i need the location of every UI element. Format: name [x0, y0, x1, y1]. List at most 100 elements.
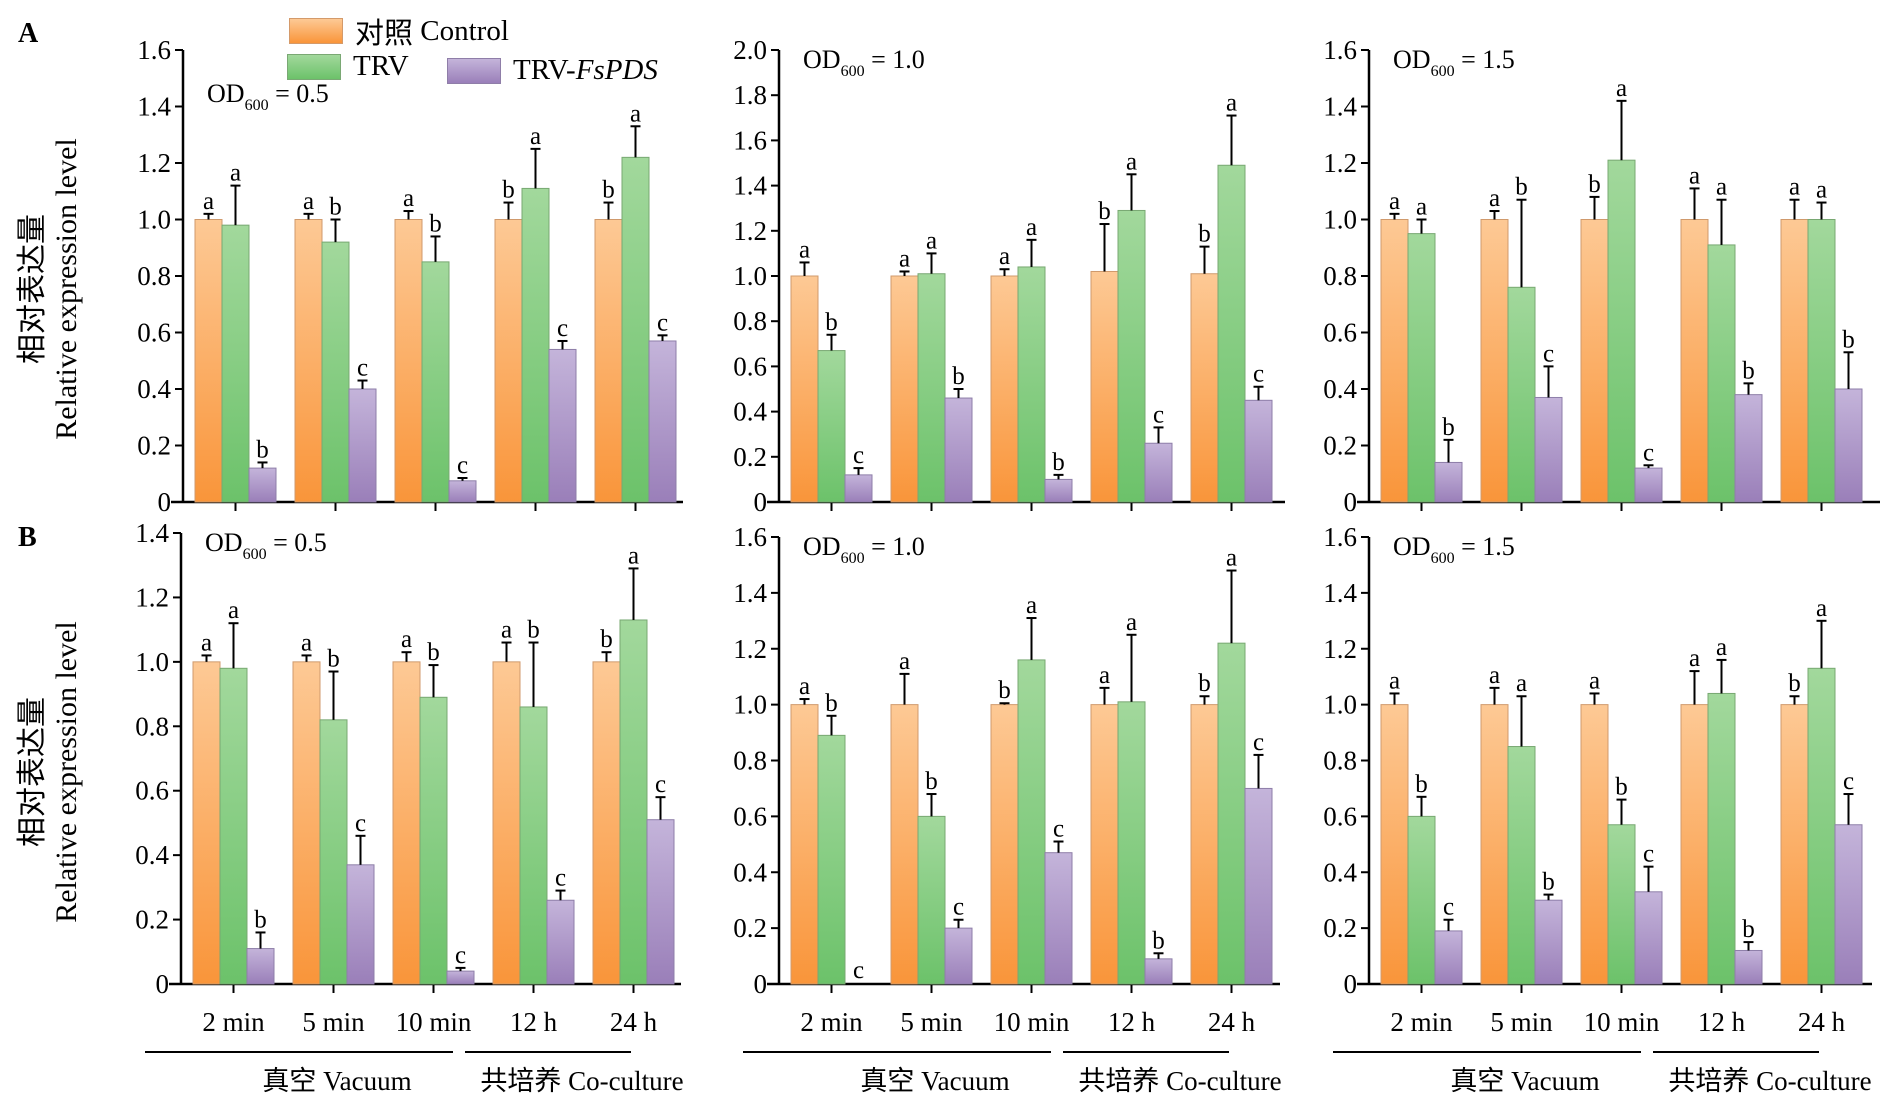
chart-panel-a-od-1-0: 0 0.2 0.4 0.6 0.8 1.0 1.2 1.4 1.6 1.8 2.0 OD600 = 1… — [733, 35, 1285, 517]
significance-letter: b — [1742, 916, 1755, 943]
od-annotation: OD600 = 1.0 — [803, 532, 925, 567]
significance-letter: a — [1589, 667, 1600, 694]
y-tick-label: 1.2 — [135, 582, 169, 612]
y-tick-label: 0.2 — [733, 913, 767, 943]
bar-control — [1480, 219, 1509, 503]
significance-letter: a — [1816, 595, 1827, 622]
significance-letter: a — [926, 227, 937, 254]
significance-letter: a — [1789, 174, 1800, 201]
y-tick-label: 1.0 — [1323, 205, 1357, 235]
significance-letter: a — [201, 629, 212, 656]
bar-control — [890, 704, 919, 985]
significance-letter: a — [899, 245, 910, 272]
significance-letter: a — [403, 185, 414, 212]
significance-letter: c — [357, 355, 368, 382]
x-tick-label: 12 h — [1698, 1007, 1746, 1037]
bar-trv — [1607, 824, 1636, 985]
bar-trv — [319, 719, 348, 985]
y-tick-label: 0.6 — [733, 801, 767, 831]
significance-letter: a — [1489, 662, 1500, 689]
significance-letter: c — [1253, 729, 1264, 756]
y-tick-label: 1.6 — [1323, 35, 1357, 65]
significance-letter: b — [254, 906, 267, 933]
significance-letter: b — [825, 309, 838, 336]
bar-trv — [917, 273, 946, 503]
y-tick-label: 0.8 — [135, 711, 169, 741]
significance-letter: b — [502, 177, 515, 204]
bar-trv — [1117, 701, 1146, 985]
significance-letter: a — [1099, 662, 1110, 689]
y-tick-label: 0.4 — [1323, 857, 1357, 887]
bar-trv-fspds — [1834, 824, 1863, 985]
significance-letter: a — [1389, 188, 1400, 215]
legend-label-control: Control — [420, 14, 509, 47]
x-tick-label: 2 min — [202, 1007, 265, 1037]
significance-letter: c — [355, 810, 366, 837]
significance-letter: c — [1843, 768, 1854, 795]
bar-trv — [1507, 746, 1536, 985]
legend-label-trv-fspds-italic: FsPDS — [575, 54, 658, 86]
bar-trv — [1707, 692, 1736, 985]
significance-letter: a — [799, 236, 810, 263]
significance-letter: b — [1542, 869, 1555, 896]
bar-trv — [619, 619, 648, 985]
od-label: OD — [1393, 532, 1431, 561]
significance-letter: a — [899, 648, 910, 675]
bar-control — [492, 661, 521, 985]
significance-letter: a — [1716, 174, 1727, 201]
significance-letter: b — [925, 768, 938, 795]
x-tick-label: 24 h — [1798, 1007, 1846, 1037]
y-tick-label: 0.6 — [1323, 318, 1357, 348]
y-tick-label: 0.4 — [135, 840, 169, 870]
significance-letter: a — [1689, 162, 1700, 189]
bar-trv — [1807, 667, 1836, 985]
x-tick-label: 24 h — [1208, 1007, 1256, 1037]
bar-control — [592, 661, 621, 985]
od-value: = 0.5 — [267, 528, 327, 557]
bar-trv-fspds — [1834, 388, 1863, 503]
bar-trv-fspds — [1634, 467, 1663, 503]
y-tick-label: 0.2 — [135, 905, 169, 935]
bar-trv-fspds — [548, 348, 577, 503]
bar-trv — [817, 350, 846, 503]
bar-control — [194, 219, 223, 503]
significance-letter: b — [1842, 326, 1855, 353]
y-tick-label: 0 — [156, 969, 170, 999]
od-subscript: 600 — [245, 97, 269, 114]
bar-trv-fspds — [1044, 852, 1073, 985]
bar-control — [1780, 704, 1809, 985]
significance-letter: c — [1643, 439, 1654, 466]
bar-trv — [1407, 233, 1436, 503]
od-subscript: 600 — [1431, 63, 1455, 80]
significance-letter: a — [799, 673, 810, 700]
panel-letter-b: B — [18, 522, 37, 553]
significance-letter: b — [429, 210, 442, 237]
bar-trv — [1407, 815, 1436, 985]
y-tick-label: 0.4 — [137, 374, 171, 404]
bar-trv-fspds — [248, 467, 277, 503]
od-annotation: OD600 = 1.5 — [1393, 532, 1515, 567]
x-tick-label: 2 min — [1390, 1007, 1453, 1037]
significance-letter: b — [952, 363, 965, 390]
group-label-coculture: 共培养 Co-culture — [1078, 1066, 1281, 1096]
bar-trv-fspds — [448, 480, 477, 503]
bar-trv — [421, 261, 450, 503]
bar-trv — [221, 224, 250, 503]
od-value: = 0.5 — [269, 79, 329, 108]
significance-letter: a — [1026, 214, 1037, 241]
significance-letter: c — [1543, 340, 1554, 367]
x-tick-label: 10 min — [994, 1007, 1070, 1037]
od-subscript: 600 — [841, 63, 865, 80]
y-tick-label: 2.0 — [733, 35, 767, 65]
significance-letter: c — [655, 771, 666, 798]
significance-letter: b — [1052, 449, 1065, 476]
bar-trv-fspds — [1534, 899, 1563, 985]
y-tick-label: 0.6 — [135, 776, 169, 806]
od-annotation: OD600 = 0.5 — [207, 79, 329, 114]
od-subscript: 600 — [841, 550, 865, 567]
od-label: OD — [205, 528, 243, 557]
bar-control — [192, 661, 221, 985]
y-tick-label: 1.0 — [733, 261, 767, 291]
bar-control — [1780, 219, 1809, 503]
